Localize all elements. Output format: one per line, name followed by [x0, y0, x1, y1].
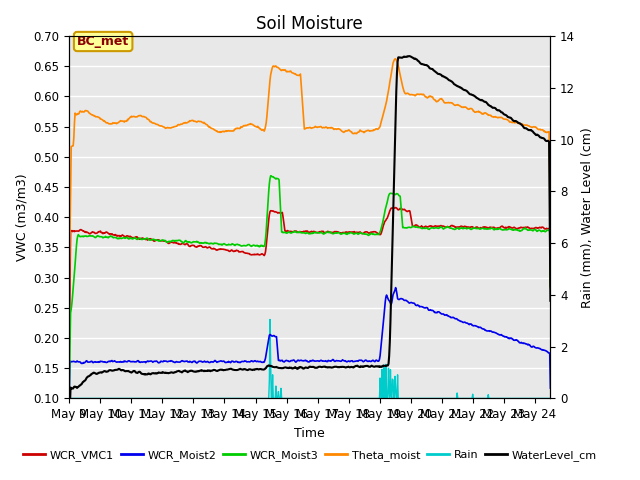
Y-axis label: VWC (m3/m3): VWC (m3/m3): [15, 173, 28, 261]
X-axis label: Time: Time: [294, 427, 325, 440]
Text: BC_met: BC_met: [77, 35, 129, 48]
Title: Soil Moisture: Soil Moisture: [257, 15, 364, 33]
Legend: WCR_VMC1, WCR_Moist2, WCR_Moist3, Theta_moist, Rain, WaterLevel_cm: WCR_VMC1, WCR_Moist2, WCR_Moist3, Theta_…: [19, 445, 601, 465]
Y-axis label: Rain (mm), Water Level (cm): Rain (mm), Water Level (cm): [580, 127, 594, 308]
